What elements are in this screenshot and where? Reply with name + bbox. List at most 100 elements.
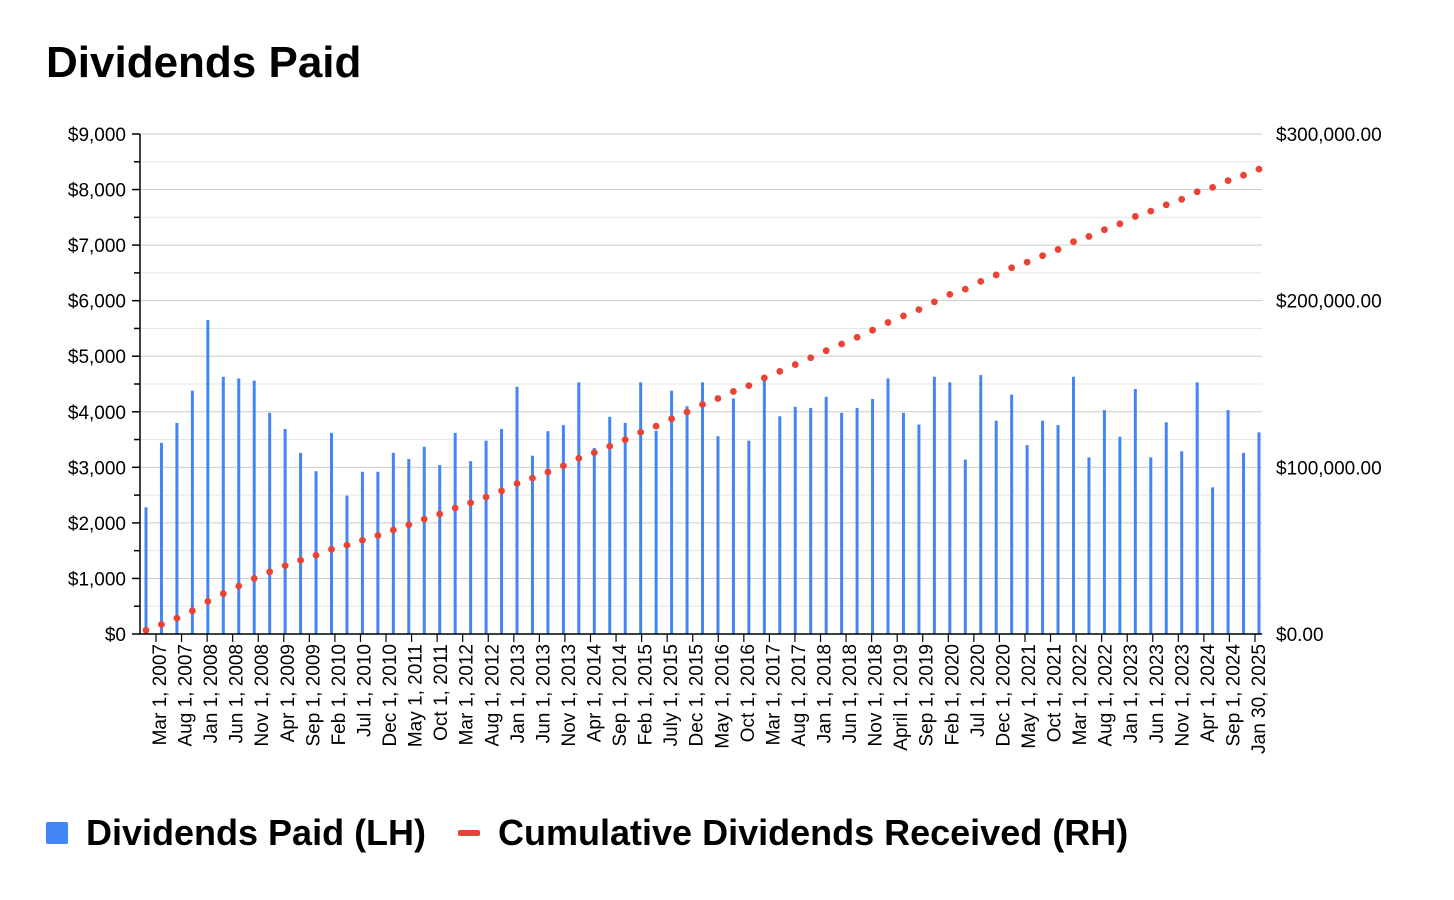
x-tick-label: Jan 1, 2018	[815, 644, 836, 743]
y2-tick-label: $100,000.00	[1276, 458, 1382, 479]
line-point	[1085, 233, 1093, 240]
line-point	[637, 428, 645, 436]
line-point	[1178, 195, 1186, 203]
dots-cumulative-dividends	[142, 165, 1263, 634]
x-tick-label: May 1, 2021	[1019, 644, 1040, 749]
x-tick-label: Dec 1, 2015	[687, 644, 708, 746]
line-point	[513, 480, 521, 487]
bar	[716, 436, 720, 634]
x-tick-label: Nov 1, 2023	[1172, 644, 1193, 746]
bar	[175, 422, 179, 634]
line-point	[1147, 207, 1155, 215]
x-tick-label: Nov 1, 2013	[559, 644, 580, 746]
y2-tick-label: $300,000.00	[1276, 125, 1382, 146]
x-tick-label: Jun 1, 2018	[840, 644, 861, 743]
bar	[1118, 436, 1122, 634]
bar	[1087, 457, 1091, 634]
line-point	[389, 526, 397, 534]
line-point	[498, 487, 505, 495]
x-tick-label: Feb 1, 2020	[942, 644, 963, 745]
x-tick-label: July 1, 2015	[661, 644, 682, 746]
line-point	[1023, 258, 1031, 266]
bar	[221, 376, 225, 634]
bar	[484, 440, 488, 634]
bar	[159, 442, 163, 634]
bar	[639, 382, 643, 634]
y-tick-label: $9,000	[68, 125, 126, 146]
bar	[453, 432, 457, 634]
bar	[855, 407, 859, 634]
line-point	[699, 401, 706, 408]
y2-tick-label: $0.00	[1276, 625, 1324, 646]
line-point	[915, 306, 923, 314]
bars-dividends-paid	[144, 320, 1261, 634]
line-point	[420, 515, 428, 523]
bar	[1025, 445, 1029, 634]
bar	[793, 406, 797, 634]
bar	[268, 412, 272, 634]
line-point	[559, 462, 567, 470]
bar	[561, 425, 565, 634]
line-point	[822, 347, 830, 355]
line-point	[807, 354, 815, 362]
bar	[731, 398, 735, 634]
legend-swatch-bar	[46, 822, 68, 844]
bar	[530, 455, 534, 634]
line-point	[621, 436, 629, 444]
bar	[963, 459, 967, 634]
legend-label-dividends-paid: Dividends Paid (LH)	[86, 812, 427, 853]
bar	[871, 399, 875, 634]
bar	[391, 452, 395, 634]
line-point	[1054, 246, 1062, 253]
x-tick-label: Aug 1, 2012	[482, 644, 503, 746]
x-tick-label: Jun 1, 2008	[227, 644, 248, 743]
bar	[901, 412, 905, 634]
x-tick-label: Jul 1, 2020	[968, 644, 989, 737]
line-point	[961, 285, 969, 293]
y-tick-label: $0	[105, 625, 126, 646]
x-tick-label: Sep 1, 2024	[1223, 644, 1244, 747]
line-point	[482, 493, 490, 501]
x-tick-label: Jul 1, 2010	[354, 644, 375, 737]
line-point	[992, 271, 1000, 279]
x-tick-label: Oct 1, 2021	[1045, 644, 1066, 742]
x-tick-label: Aug 1, 2017	[789, 644, 810, 746]
x-tick-label: Apr 1, 2009	[278, 644, 299, 742]
bar	[1242, 452, 1246, 634]
line-point	[575, 454, 583, 462]
line-point	[791, 361, 799, 368]
bar	[577, 382, 581, 634]
x-tick-label: Mar 1, 2012	[457, 644, 478, 745]
line-point	[328, 545, 335, 553]
line-point	[776, 367, 784, 375]
chart-plot: $0 $1,000 $2,000 $3,000 $4,000 $5,000 $6,000 $7…	[68, 125, 1382, 754]
line-point	[235, 582, 243, 590]
x-tick-label: Mar 1, 2017	[763, 644, 784, 745]
bar	[685, 406, 689, 634]
x-tick-label: Sep 1, 2009	[303, 644, 324, 746]
bar	[654, 430, 658, 634]
tick-labels: $0 $1,000 $2,000 $3,000 $4,000 $5,000 $6,000 $7…	[68, 125, 1382, 754]
line-point	[590, 449, 598, 457]
bar	[283, 429, 287, 634]
x-tick-label: Jan 1, 2008	[201, 644, 222, 743]
bar	[546, 431, 550, 634]
y-tick-label: $4,000	[68, 403, 126, 424]
x-tick-label: Jan 1, 2013	[508, 644, 529, 743]
bar	[1149, 457, 1153, 634]
bar	[917, 424, 921, 634]
line-point	[606, 442, 614, 450]
bar	[623, 422, 627, 634]
bar	[1072, 376, 1075, 634]
bar	[1133, 389, 1137, 634]
line-point	[745, 382, 753, 390]
bar	[330, 432, 333, 634]
bar	[500, 429, 504, 634]
legend-label-cumulative: Cumulative Dividends Received (RH)	[498, 812, 1129, 853]
y-tick-label: $8,000	[68, 181, 126, 202]
bar	[1010, 394, 1014, 634]
line-point	[730, 388, 737, 395]
x-tick-label: Apr 1, 2024	[1198, 644, 1219, 743]
line-point	[1131, 213, 1139, 220]
x-tick-label: Jan 1, 2023	[1121, 644, 1142, 743]
